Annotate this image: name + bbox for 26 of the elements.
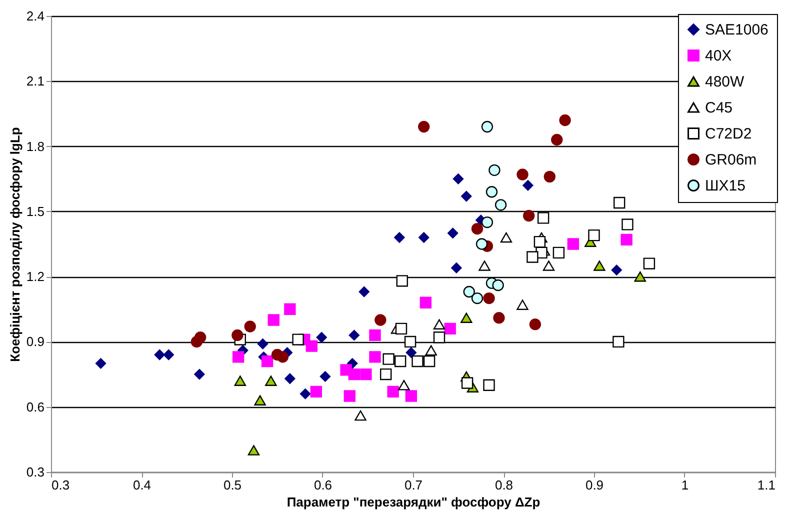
x-tick-label: 0.7 <box>404 478 423 492</box>
y-axis-title: Коефіцієнт розподілу фосфору lgLp <box>7 127 22 362</box>
x-tick-label: 0.5 <box>223 478 242 492</box>
x-tick-label: 0.3 <box>52 478 70 492</box>
legend-label: C45 <box>705 100 733 116</box>
x-tick-label: 0.8 <box>494 478 514 492</box>
legend-label: C72D2 <box>705 126 752 142</box>
legend-label: 40X <box>705 48 732 64</box>
y-tick-label: 0.3 <box>26 464 44 480</box>
y-tick-label: 2.4 <box>26 8 44 24</box>
legend-label: 480W <box>705 74 746 90</box>
y-tick-label: 0.6 <box>26 399 44 414</box>
y-tick-label: 0.9 <box>26 334 44 350</box>
x-tick-label: 1.1 <box>757 478 776 492</box>
y-tick-label: 1.5 <box>26 204 44 219</box>
y-tick-label: 1.2 <box>26 269 44 284</box>
legend-label: GR06m <box>705 152 757 168</box>
x-tick-label: 0.6 <box>314 478 332 492</box>
y-tick-label: 2.1 <box>26 74 44 89</box>
x-axis-title: Параметр "перезарядки" фосфору ΔZp <box>286 494 540 510</box>
x-tick-label: 1 <box>681 478 689 492</box>
legend-label: SAE1006 <box>705 22 768 38</box>
y-tick-label: 1.8 <box>26 138 44 154</box>
x-tick-label: 0.4 <box>132 478 152 492</box>
x-tick-label: 0.9 <box>585 478 604 492</box>
legend-label: ШХ15 <box>705 178 746 194</box>
